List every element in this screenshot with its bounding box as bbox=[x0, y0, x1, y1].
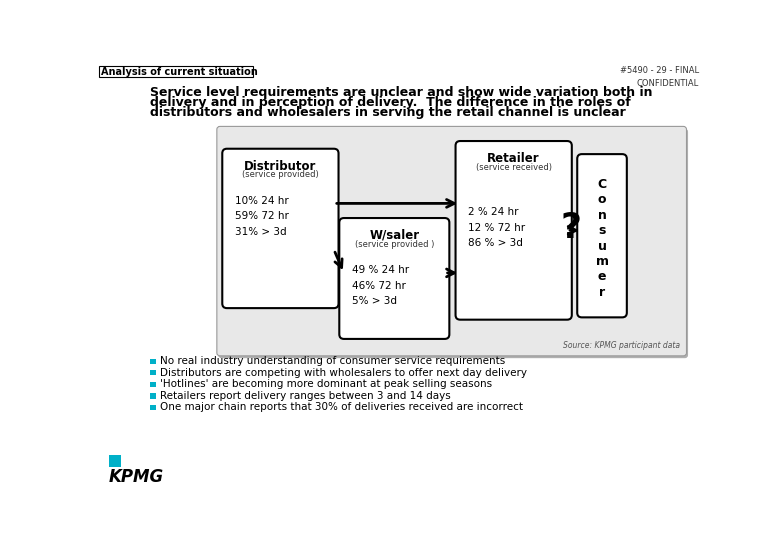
FancyBboxPatch shape bbox=[218, 129, 688, 358]
Text: C: C bbox=[597, 178, 607, 191]
Text: Retailers report delivery ranges between 3 and 14 days: Retailers report delivery ranges between… bbox=[159, 391, 450, 401]
Text: distributors and wholesalers in serving the retail channel is unclear: distributors and wholesalers in serving … bbox=[151, 106, 626, 119]
Text: KPMG: KPMG bbox=[109, 468, 165, 487]
Text: Service level requirements are unclear and show wide variation both in: Service level requirements are unclear a… bbox=[151, 85, 653, 99]
Text: Analysis of current situation: Analysis of current situation bbox=[101, 67, 258, 77]
Text: 49 % 24 hr
46% 72 hr
5% > 3d: 49 % 24 hr 46% 72 hr 5% > 3d bbox=[352, 265, 409, 306]
FancyBboxPatch shape bbox=[577, 154, 627, 318]
Text: W/saler: W/saler bbox=[369, 229, 420, 242]
FancyBboxPatch shape bbox=[99, 66, 253, 77]
Text: e: e bbox=[597, 271, 606, 284]
Bar bbox=[151, 370, 156, 375]
Text: Source: KPMG participant data: Source: KPMG participant data bbox=[563, 341, 680, 350]
Bar bbox=[109, 455, 115, 461]
Text: n: n bbox=[597, 209, 607, 222]
Text: Retailer: Retailer bbox=[488, 152, 540, 165]
Text: Distributors are competing with wholesalers to offer next day delivery: Distributors are competing with wholesal… bbox=[159, 368, 526, 378]
Bar bbox=[151, 405, 156, 410]
Text: No real industry understanding of consumer service requirements: No real industry understanding of consum… bbox=[159, 356, 505, 366]
FancyBboxPatch shape bbox=[222, 148, 339, 308]
Bar bbox=[115, 461, 121, 467]
Text: Distributor: Distributor bbox=[244, 159, 317, 172]
Bar bbox=[151, 382, 156, 387]
Text: #5490 - 29 - FINAL
CONFIDENTIAL: #5490 - 29 - FINAL CONFIDENTIAL bbox=[620, 66, 699, 88]
Text: 2 % 24 hr
12 % 72 hr
86 % > 3d: 2 % 24 hr 12 % 72 hr 86 % > 3d bbox=[468, 207, 525, 248]
Text: r: r bbox=[599, 286, 605, 299]
Text: 10% 24 hr
59% 72 hr
31% > 3d: 10% 24 hr 59% 72 hr 31% > 3d bbox=[235, 195, 289, 237]
Text: m: m bbox=[595, 255, 608, 268]
Text: One major chain reports that 30% of deliveries received are incorrect: One major chain reports that 30% of deli… bbox=[159, 402, 523, 413]
Text: u: u bbox=[597, 240, 607, 253]
FancyBboxPatch shape bbox=[456, 141, 572, 320]
Bar bbox=[109, 461, 115, 467]
Text: (service provided): (service provided) bbox=[242, 170, 319, 179]
Text: o: o bbox=[597, 193, 606, 206]
Bar bbox=[151, 393, 156, 399]
Text: ?: ? bbox=[561, 211, 582, 245]
Text: (service provided ): (service provided ) bbox=[355, 240, 434, 248]
Text: s: s bbox=[598, 224, 606, 237]
Bar bbox=[115, 455, 121, 461]
FancyBboxPatch shape bbox=[217, 126, 686, 356]
Text: 'Hotlines' are becoming more dominant at peak selling seasons: 'Hotlines' are becoming more dominant at… bbox=[159, 379, 491, 389]
Text: (service received): (service received) bbox=[476, 163, 551, 172]
FancyBboxPatch shape bbox=[339, 218, 449, 339]
Bar bbox=[151, 359, 156, 364]
Text: delivery and in perception of delivery.  The difference in the roles of: delivery and in perception of delivery. … bbox=[151, 96, 631, 109]
